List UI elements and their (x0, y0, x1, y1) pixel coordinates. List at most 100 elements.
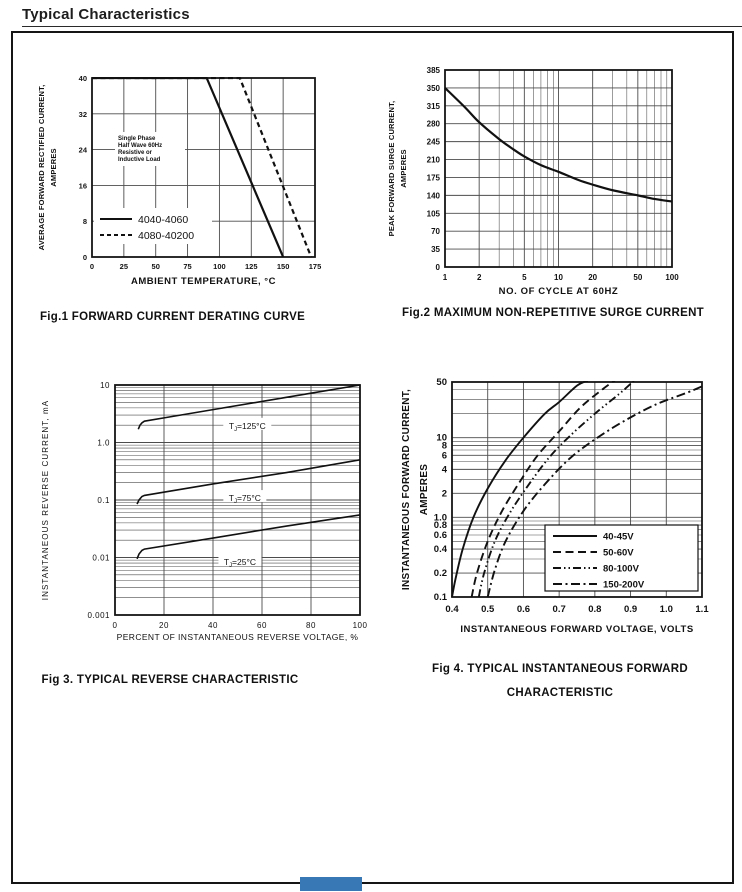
svg-text:175: 175 (309, 262, 322, 271)
svg-text:245: 245 (427, 138, 441, 147)
fig4-forward-characteristic-chart: 0.4 0.5 0.6 0.7 0.8 0.9 1.0 1.1 0.1 0.2 0.4 0.6 0.8 1… (395, 370, 722, 659)
charts-border-box (11, 31, 734, 884)
svg-text:1.1: 1.1 (695, 604, 709, 615)
svg-text:0.1: 0.1 (434, 592, 448, 603)
svg-text:5: 5 (522, 273, 527, 282)
svg-text:140: 140 (427, 191, 441, 200)
svg-text:10: 10 (436, 433, 447, 444)
svg-text:AMPERES: AMPERES (419, 464, 430, 516)
fig3-plot: 0 20 40 60 80 100 0.001 0.01 0.1 1.0 10 PERCENT OF … (41, 381, 367, 642)
svg-text:1.0: 1.0 (97, 439, 110, 448)
svg-text:PERCENT OF INSTANTANEOUS REVER: PERCENT OF INSTANTANEOUS REVERSE VOLTAGE… (117, 632, 359, 642)
svg-text:0.2: 0.2 (434, 568, 447, 579)
svg-text:0.4: 0.4 (434, 544, 448, 555)
svg-text:4080-40200: 4080-40200 (138, 230, 194, 242)
fig1-forward-current-derating-chart: 0 25 50 75 100 125 150 175 0 8 16 24 32 40 AMBIENT TEM… (30, 56, 365, 317)
svg-text:50-60V: 50-60V (603, 548, 634, 559)
svg-text:2: 2 (442, 488, 447, 499)
svg-text:0.5: 0.5 (481, 604, 495, 615)
svg-text:0: 0 (113, 621, 118, 630)
svg-text:20: 20 (159, 621, 169, 630)
svg-text:100: 100 (665, 273, 679, 282)
svg-text:70: 70 (431, 227, 440, 236)
svg-text:Half Wave 60Hz: Half Wave 60Hz (118, 143, 162, 149)
bottom-blue-marker (300, 877, 362, 891)
svg-text:125: 125 (245, 262, 258, 271)
svg-text:TJ=125°C: TJ=125°C (229, 421, 266, 433)
fig2-surge-current-chart: 1 2 5 10 20 50 100 0 35 70 105 140 175 210 245 280 315 35… (385, 56, 705, 317)
fig2-plot: 1 2 5 10 20 50 100 0 35 70 105 140 175 210 245 280 315 35… (387, 66, 679, 297)
svg-text:40: 40 (208, 621, 218, 630)
svg-text:50: 50 (152, 262, 160, 271)
svg-text:0.4: 0.4 (445, 604, 459, 615)
svg-text:50: 50 (436, 377, 447, 388)
svg-text:INSTANTANEOUS FORWARD VOLTAGE,: INSTANTANEOUS FORWARD VOLTAGE, VOLTS (460, 624, 693, 635)
svg-text:80-100V: 80-100V (603, 564, 640, 575)
fig1-caption: Fig.1 FORWARD CURRENT DERATING CURVE (39, 311, 306, 323)
svg-text:150: 150 (277, 262, 290, 271)
svg-text:80: 80 (306, 621, 316, 630)
svg-text:0.6: 0.6 (517, 604, 530, 615)
svg-text:4040-4060: 4040-4060 (138, 214, 188, 226)
svg-text:1.0: 1.0 (434, 512, 447, 523)
svg-text:40: 40 (79, 74, 87, 83)
svg-text:PEAK FORWARD SURGE CURRENT,: PEAK FORWARD SURGE CURRENT, (387, 101, 396, 237)
svg-text:32: 32 (79, 110, 87, 119)
svg-text:385: 385 (427, 66, 441, 75)
svg-text:0.6: 0.6 (434, 530, 447, 541)
svg-text:24: 24 (79, 146, 88, 155)
svg-text:175: 175 (427, 173, 441, 182)
svg-text:Single Phase: Single Phase (118, 136, 156, 142)
svg-text:0: 0 (436, 263, 441, 272)
svg-text:INSTANTANEOUS FORWARD CURRENT,: INSTANTANEOUS FORWARD CURRENT, (401, 389, 412, 590)
svg-text:AMPERES: AMPERES (49, 148, 58, 187)
svg-text:0: 0 (90, 262, 94, 271)
svg-text:2: 2 (477, 273, 482, 282)
svg-text:AMPERES: AMPERES (399, 149, 408, 188)
svg-text:0.8: 0.8 (434, 520, 447, 531)
svg-text:25: 25 (120, 262, 128, 271)
svg-text:0.1: 0.1 (97, 496, 110, 505)
fig1-plot: 0 25 50 75 100 125 150 175 0 8 16 24 32 40 AMBIENT TEM… (37, 74, 322, 287)
svg-text:TJ=25°C: TJ=25°C (224, 557, 256, 569)
svg-text:INSTANTANEOUS REVERSE CURREN: INSTANTANEOUS REVERSE CURRENT, mA (41, 400, 50, 600)
fig3-reverse-characteristic-chart: 0 20 40 60 80 100 0.001 0.01 0.1 1.0 10 PERCENT OF … (35, 372, 380, 673)
svg-text:10: 10 (100, 381, 110, 390)
svg-text:350: 350 (427, 84, 441, 93)
title-underline (22, 26, 742, 27)
svg-text:0.7: 0.7 (553, 604, 566, 615)
page-title: Typical Characteristics (22, 6, 190, 23)
svg-text:35: 35 (431, 245, 440, 254)
svg-text:0: 0 (83, 253, 87, 262)
svg-text:AVERAGE FORWARD RECTIFIED CURR: AVERAGE FORWARD RECTIFIED CURRENT, (37, 85, 46, 251)
svg-text:AMBIENT TEMPERATURE, °C: AMBIENT TEMPERATURE, °C (131, 276, 276, 287)
svg-text:280: 280 (427, 120, 441, 129)
svg-text:10: 10 (554, 273, 563, 282)
svg-text:50: 50 (633, 273, 642, 282)
fig4-plot: 0.4 0.5 0.6 0.7 0.8 0.9 1.0 1.10.10.20.40.60.81… (401, 377, 709, 635)
svg-text:150-200V: 150-200V (603, 580, 645, 591)
svg-text:210: 210 (427, 156, 441, 165)
svg-text:Inductive Load: Inductive Load (118, 157, 161, 163)
svg-text:60: 60 (257, 621, 267, 630)
svg-text:0.8: 0.8 (588, 604, 601, 615)
fig2-caption: Fig.2 MAXIMUM NON-REPETITIVE SURGE CURRE… (401, 307, 705, 319)
svg-text:1: 1 (443, 273, 448, 282)
svg-text:4: 4 (442, 464, 448, 475)
svg-text:1.0: 1.0 (660, 604, 673, 615)
svg-text:315: 315 (427, 102, 441, 111)
svg-text:NO. OF CYCLE AT 60HZ: NO. OF CYCLE AT 60HZ (499, 286, 619, 297)
svg-text:0.9: 0.9 (624, 604, 637, 615)
svg-text:8: 8 (442, 440, 447, 451)
svg-text:20: 20 (588, 273, 597, 282)
svg-text:105: 105 (427, 209, 441, 218)
svg-text:8: 8 (83, 217, 87, 226)
svg-text:0.001: 0.001 (87, 611, 110, 620)
svg-text:40-45V: 40-45V (603, 532, 634, 543)
svg-text:6: 6 (442, 450, 447, 461)
svg-text:0.01: 0.01 (92, 554, 110, 563)
svg-text:Resistive or: Resistive or (118, 150, 153, 156)
fig4-caption-line1: Fig 4. TYPICAL INSTANTANEOUS FORWARD (432, 663, 688, 675)
svg-text:100: 100 (213, 262, 226, 271)
fig3-caption: Fig 3. TYPICAL REVERSE CHARACTERISTIC (41, 674, 299, 686)
